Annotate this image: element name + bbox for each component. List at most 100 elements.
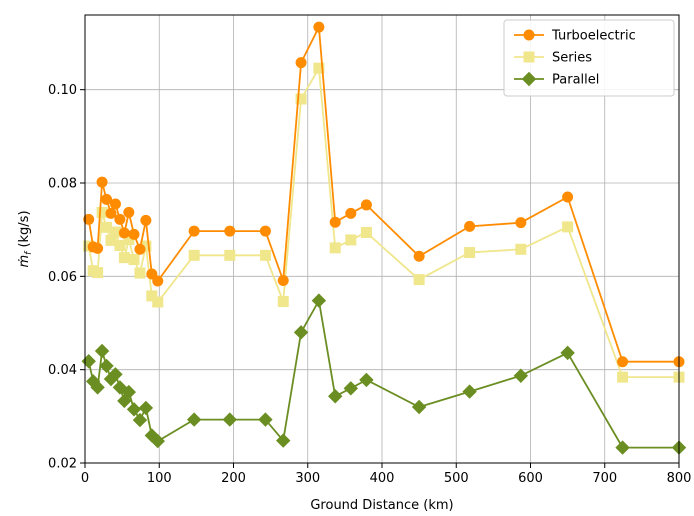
data-point <box>152 275 164 287</box>
data-point <box>464 247 476 259</box>
data-point <box>295 57 307 69</box>
data-point <box>128 228 140 240</box>
data-point <box>515 243 527 255</box>
y-tick-label: 0.02 <box>48 457 77 472</box>
data-point <box>152 296 164 308</box>
data-point <box>134 243 146 255</box>
data-point <box>118 227 130 239</box>
data-point <box>562 191 574 203</box>
data-point <box>126 402 142 417</box>
x-tick-label: 300 <box>295 471 320 486</box>
data-point <box>560 345 575 361</box>
x-tick-label: 100 <box>147 471 172 486</box>
x-tick-label: 500 <box>444 471 469 486</box>
data-point <box>92 242 104 254</box>
data-point <box>515 217 527 229</box>
data-point <box>92 267 104 279</box>
data-point <box>328 389 343 404</box>
data-point <box>146 290 158 302</box>
data-point <box>329 242 341 254</box>
x-tick-label: 700 <box>592 471 617 486</box>
data-point <box>123 206 135 218</box>
data-point <box>114 240 126 252</box>
ticks: 0 100 200 300 400 500 600 700 800 0.02 0.04 0.06 0.0… <box>48 83 691 486</box>
data-point <box>462 384 477 399</box>
data-point <box>513 368 529 383</box>
data-point <box>222 412 237 427</box>
data-point <box>295 93 307 105</box>
y-axis-label-subscript: f <box>24 250 34 255</box>
series-parallel <box>81 293 687 455</box>
y-axis-label-symbol: ṁ <box>17 255 32 268</box>
y-axis-label-unit: (kg/s) <box>17 210 32 251</box>
series-series <box>83 62 685 383</box>
x-tick-label: 200 <box>221 471 246 486</box>
data-point <box>464 220 476 232</box>
x-tick-label: 600 <box>518 471 543 486</box>
y-tick-label: 0.04 <box>48 363 77 378</box>
data-point <box>96 176 108 188</box>
data-point <box>188 249 200 261</box>
legend-item-parallel: Parallel <box>514 71 599 88</box>
data-point <box>345 207 357 219</box>
data-point <box>562 221 574 233</box>
legend-box <box>503 19 675 97</box>
data-point <box>121 384 137 400</box>
data-point <box>83 213 95 225</box>
data-point <box>108 367 123 382</box>
data-point <box>259 249 271 261</box>
data-point <box>277 275 289 287</box>
series-layer <box>81 21 687 455</box>
data-point <box>105 207 117 219</box>
data-point <box>276 433 291 448</box>
data-point <box>118 252 130 264</box>
series-line <box>87 297 679 449</box>
data-point <box>259 225 271 237</box>
legend-marker <box>523 29 535 41</box>
data-point <box>90 380 105 395</box>
data-point <box>313 21 325 33</box>
data-point <box>224 225 236 237</box>
data-point <box>413 250 425 262</box>
legend-label: Series <box>552 51 592 66</box>
data-point <box>132 412 148 428</box>
data-point <box>146 268 158 280</box>
data-point <box>293 325 309 340</box>
x-tick-label: 0 <box>81 471 89 486</box>
data-point <box>359 372 374 388</box>
legend-label: Parallel <box>552 73 599 88</box>
x-tick-label: 800 <box>667 471 692 486</box>
data-point <box>99 358 114 374</box>
data-point <box>224 249 236 261</box>
data-point <box>311 293 327 308</box>
data-point <box>128 254 140 266</box>
legend: Turboelectric Series Parallel <box>503 19 675 97</box>
legend-marker <box>521 71 537 87</box>
data-point <box>258 412 273 427</box>
data-point <box>313 62 325 74</box>
data-point <box>134 267 146 279</box>
data-point <box>617 371 629 383</box>
data-point <box>277 296 289 308</box>
y-tick-label: 0.08 <box>48 177 77 192</box>
data-point <box>186 412 202 427</box>
data-point <box>411 399 427 415</box>
data-point <box>81 354 96 369</box>
data-point <box>109 198 121 210</box>
data-point <box>138 400 154 416</box>
data-point <box>345 234 357 246</box>
data-point <box>329 216 341 228</box>
legend-label: Turboelectric <box>551 29 636 44</box>
data-point <box>615 440 630 455</box>
data-point <box>617 356 629 368</box>
data-point <box>343 381 359 396</box>
data-point <box>188 225 200 237</box>
y-tick-label: 0.06 <box>48 270 77 285</box>
legend-item-turboelectric: Turboelectric <box>514 29 636 44</box>
data-point <box>101 193 113 205</box>
legend-marker <box>523 51 535 63</box>
y-axis-label: ṁf (kg/s) <box>17 210 34 267</box>
data-point <box>150 433 165 449</box>
data-point <box>413 274 425 286</box>
